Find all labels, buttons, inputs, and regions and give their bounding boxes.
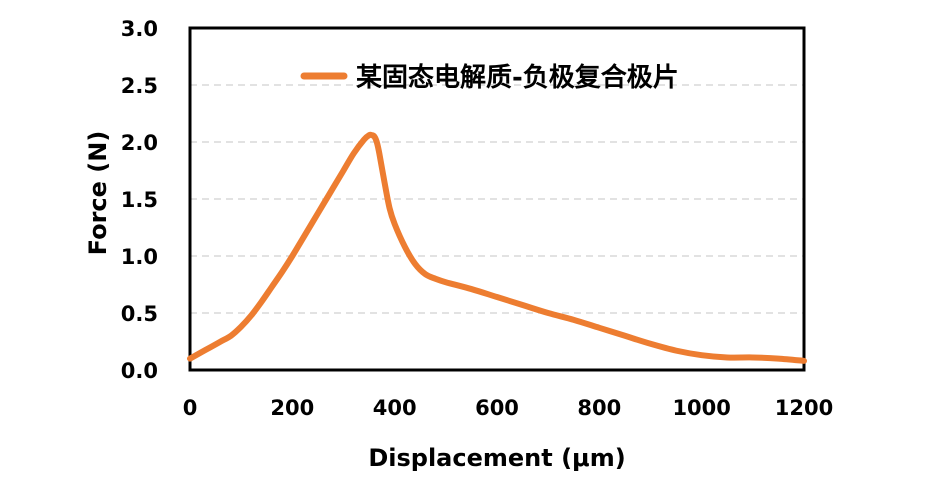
series-lines: [187, 131, 807, 364]
y-tick-label: 3.0: [121, 17, 158, 41]
x-tick-label: 1200: [775, 396, 833, 420]
legend: 某固态电解质-负极复合极片: [300, 62, 679, 93]
x-tick-label: 200: [270, 396, 314, 420]
x-axis-title: Displacement (μm): [368, 444, 625, 472]
y-tick-label: 1.0: [121, 245, 158, 269]
y-tick-label: 0.5: [121, 302, 158, 326]
x-tick-label: 1000: [672, 396, 730, 420]
axis-titles: Displacement (μm) Force (N): [84, 131, 626, 472]
x-tick-label: 400: [373, 396, 417, 420]
grid-lines: [190, 84, 804, 314]
y-axis-title: Force (N): [84, 131, 112, 256]
plot-border: [188, 26, 806, 372]
series-line: [187, 131, 807, 364]
y-tick-label: 1.5: [121, 188, 158, 212]
legend-label: 某固态电解质-负极复合极片: [356, 62, 679, 93]
x-tick-label: 0: [183, 396, 198, 420]
x-tick-label: 600: [475, 396, 519, 420]
y-tick-label: 2.5: [121, 74, 158, 98]
y-tick-label: 0.0: [121, 359, 158, 383]
x-tick-label: 800: [577, 396, 621, 420]
plot-frame: [188, 26, 806, 372]
y-tick-label: 2.0: [121, 131, 158, 155]
tick-labels: 0.0 0.5 1.0 1.5 2.0 2.5 3.0 0 200 400 600 800 1000 12…: [121, 17, 833, 420]
